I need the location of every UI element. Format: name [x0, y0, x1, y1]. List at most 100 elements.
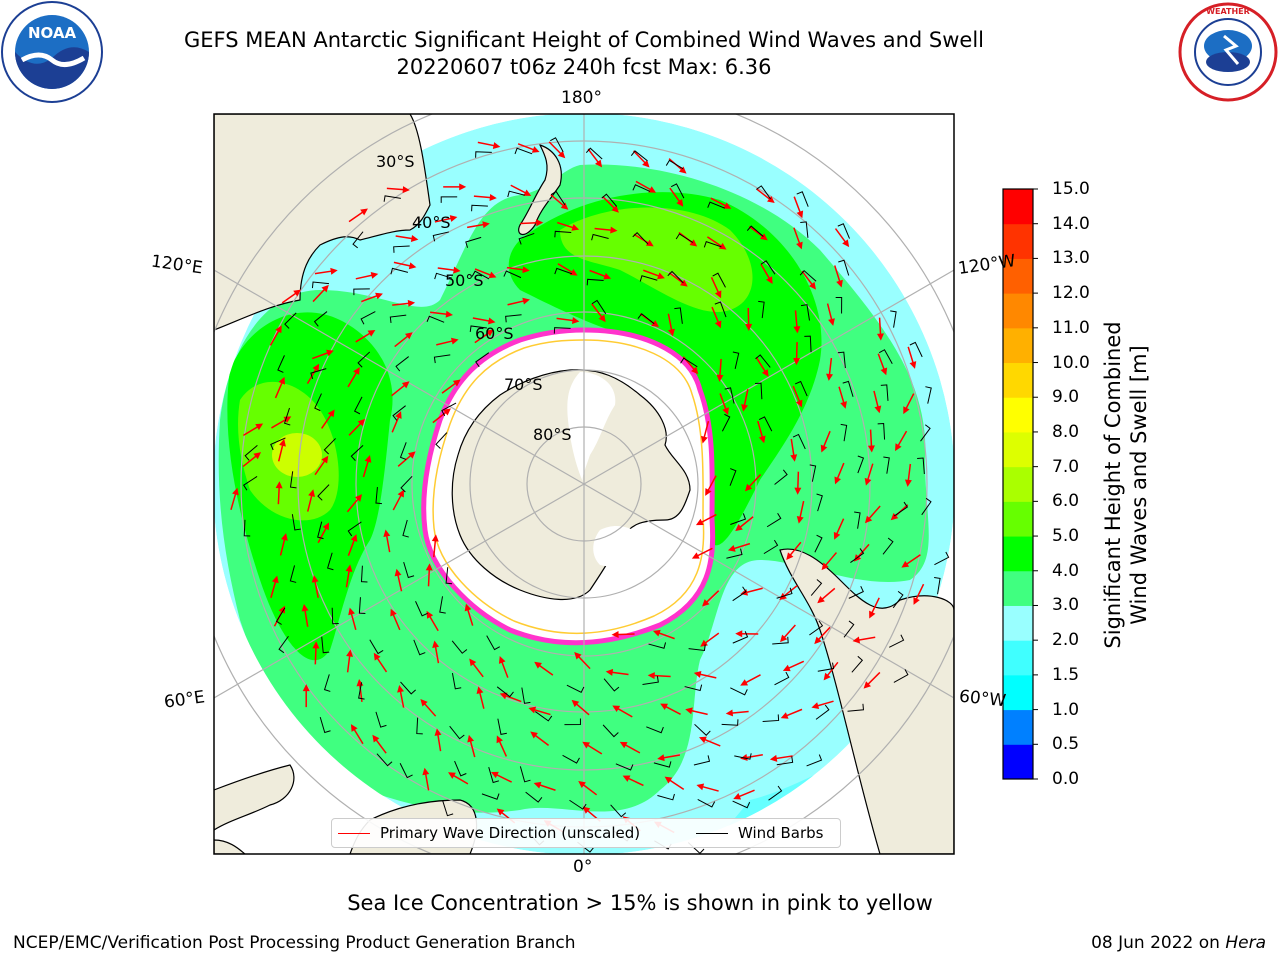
wave-direction-arrowhead — [782, 664, 791, 672]
sea-ice-inner-yellow — [432, 339, 705, 635]
wind-barb — [451, 673, 462, 690]
wind-barb — [726, 548, 743, 559]
wind-barb — [317, 484, 330, 501]
wind-barb — [585, 147, 603, 160]
wave-direction-arrowhead — [367, 329, 376, 337]
wave-direction-arrowhead — [443, 408, 451, 416]
colorbar-tick-label: 10.0 — [1052, 352, 1090, 373]
legend-item-wind-barbs: Wind Barbs — [696, 819, 823, 847]
wind-barb — [776, 756, 794, 766]
wind-barb — [451, 640, 468, 654]
wind-barb — [554, 267, 573, 275]
wind-barb — [357, 351, 371, 368]
wind-barb — [347, 521, 362, 537]
wave-direction-arrowhead — [769, 754, 778, 762]
lat-label-80s: 80°S — [533, 425, 572, 444]
meridian-60e — [214, 483, 585, 699]
legend-item-wave-direction: Primary Wave Direction (unscaled) — [338, 819, 640, 847]
wind-barb — [766, 512, 782, 528]
wave-direction-arrows — [230, 141, 925, 834]
credit-text: NCEP/EMC/Verification Post Processing Pr… — [13, 933, 576, 953]
wave-direction-arrowhead — [786, 552, 794, 560]
wind-barb — [680, 357, 698, 368]
wave-direction-arrowhead — [793, 326, 801, 334]
wind-barb — [310, 368, 327, 380]
wind-barb — [892, 590, 904, 609]
wind-barb — [562, 754, 580, 764]
wind-barb — [507, 190, 525, 198]
wave-direction-arrowhead — [557, 150, 566, 159]
wave-direction-arrowhead — [766, 276, 773, 285]
colorbar-frame — [1002, 188, 1034, 780]
wave-direction-arrowhead — [828, 318, 835, 326]
wave-direction-arrowhead — [426, 610, 434, 619]
wave-direction-arrowhead — [448, 772, 456, 779]
wave-direction-arrowhead — [821, 562, 829, 571]
map-legend: Primary Wave Direction (unscaled) Wind B… — [331, 818, 841, 848]
wave-direction-arrowhead — [434, 728, 442, 736]
wave-direction-arrowhead — [780, 712, 789, 719]
wave-direction-arrowhead — [678, 166, 687, 174]
wind-barb — [847, 703, 865, 712]
wave-direction-arrowhead — [760, 233, 768, 241]
wave-direction-arrowhead — [790, 454, 798, 462]
wave-direction-arrowhead — [820, 444, 828, 453]
wave-direction-arrowhead — [668, 328, 675, 337]
wave-direction-arrowhead — [642, 159, 650, 168]
colorbar-tick-label: 11.0 — [1052, 317, 1090, 338]
wind-barb — [442, 800, 454, 817]
wind-barb — [730, 687, 748, 696]
wave-direction-arrowhead — [464, 603, 472, 612]
wind-barb — [730, 513, 747, 526]
wind-barb — [441, 402, 457, 417]
wind-barb — [389, 314, 407, 324]
colorbar-tick-label: 14.0 — [1052, 213, 1090, 234]
wind-barb — [774, 671, 790, 686]
wind-barb — [553, 327, 571, 334]
wind-barb — [772, 636, 789, 645]
wind-barb — [734, 753, 752, 760]
lat-label-60s: 60°S — [475, 324, 514, 343]
wind-barb — [837, 223, 850, 239]
wave-direction-arrowhead — [761, 369, 769, 377]
wind-barb — [554, 230, 572, 238]
wind-barb — [729, 468, 737, 486]
wind-barb — [792, 433, 806, 450]
meridian-60w — [583, 483, 954, 699]
wind-barb — [667, 270, 684, 284]
colorbar-tick-label: 3.0 — [1052, 595, 1080, 616]
wind-barb — [390, 267, 409, 275]
wave-direction-arrowhead — [571, 699, 580, 708]
wave-direction-arrowhead — [657, 754, 665, 762]
wind-barb — [694, 723, 711, 736]
wave-direction-arrowhead — [397, 685, 404, 693]
wind-barb — [880, 384, 889, 401]
wave-direction-arrowhead — [840, 401, 847, 409]
wind-barb — [850, 548, 865, 563]
wind-barb — [732, 631, 749, 644]
wave-direction-arrowhead — [909, 361, 917, 369]
wave-direction-arrowhead — [863, 681, 872, 689]
lat-label-70s: 70°S — [504, 375, 543, 394]
wind-barb — [893, 501, 909, 517]
wind-barb — [758, 300, 765, 319]
wave-direction-arrowhead — [605, 668, 614, 676]
wind-barb — [809, 620, 824, 636]
wave-direction-arrowhead — [321, 455, 329, 464]
wind-barb — [762, 714, 780, 722]
wind-barb — [399, 762, 413, 779]
wind-barb — [475, 151, 492, 158]
wind-barb — [586, 278, 604, 286]
wind-barb — [800, 221, 809, 238]
wind-barb — [799, 269, 817, 282]
wind-barb — [714, 301, 727, 318]
wind-barb — [327, 552, 334, 571]
wave-direction-arrowhead — [611, 205, 619, 213]
wave-direction-arrowhead — [394, 568, 402, 577]
wave-direction-arrowhead — [705, 488, 712, 496]
wind-barb — [816, 493, 823, 512]
colorbar-tick-label: 2.0 — [1052, 630, 1080, 651]
wind-barb — [277, 355, 285, 373]
wave-direction-arrowhead — [880, 367, 888, 376]
wind-barb — [754, 382, 763, 400]
